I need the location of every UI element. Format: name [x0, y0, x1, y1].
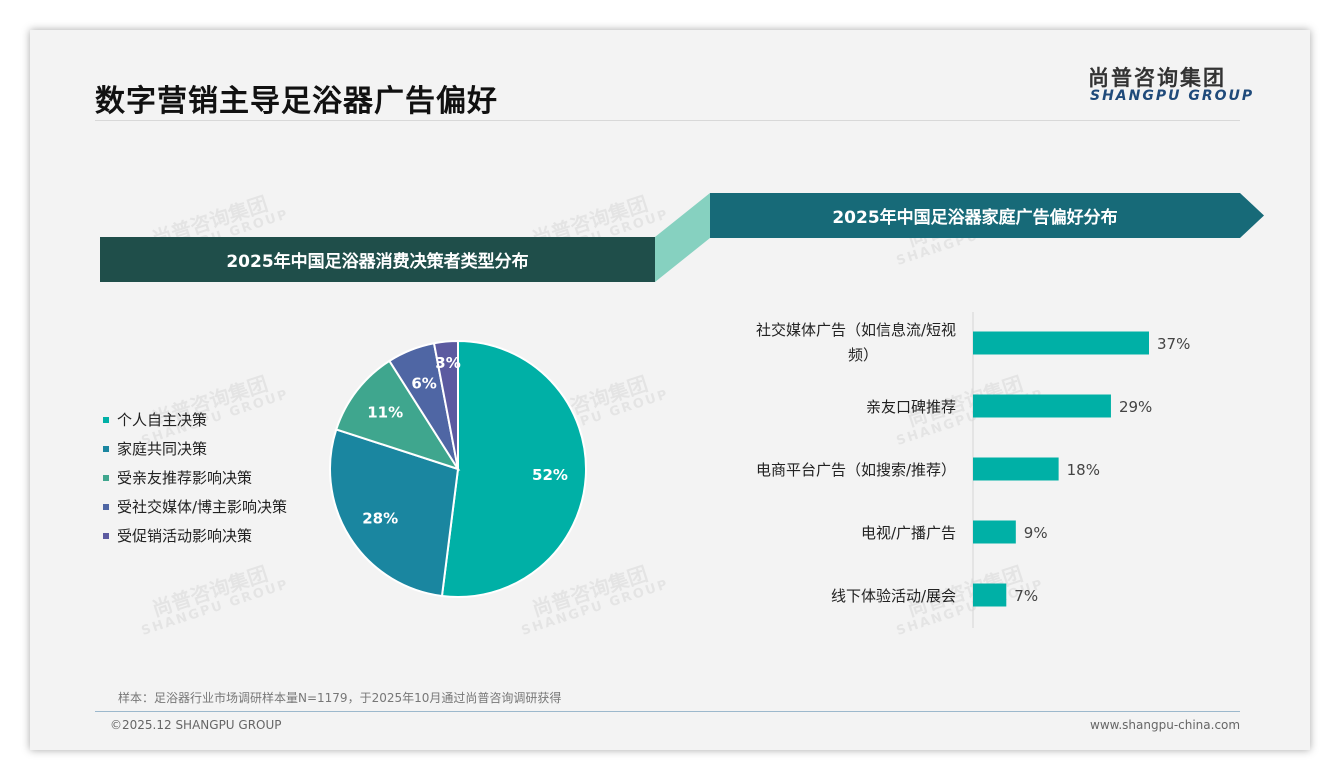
bar-data-label: 9% [1024, 524, 1048, 542]
banner-connector [655, 193, 1264, 282]
pie-data-label: 6% [411, 374, 436, 392]
bar-chart-title: 2025年中国足浴器家庭广告偏好分布 [710, 193, 1240, 238]
legend-item: 受亲友推荐影响决策 [103, 463, 287, 492]
bar-category-label: 电商平台广告（如搜索/推荐） [756, 461, 956, 479]
bar-category-label: 电视/广播广告 [861, 524, 956, 542]
label-line: 频） [848, 346, 878, 364]
bar-category-label: 社交媒体广告（如信息流/短视频） [756, 321, 956, 364]
slide: 数字营销主导足浴器广告偏好 尚普咨询集团 SHANGPU GROUP 尚普咨询集… [30, 30, 1310, 750]
pie-slice [335, 359, 461, 471]
bar [973, 394, 1111, 418]
pie-data-label: 52% [532, 466, 568, 484]
legend-swatch [103, 532, 109, 539]
legend-swatch [103, 503, 109, 510]
bar-data-label: 29% [1119, 398, 1152, 416]
bar-category-label: 线下体验活动/展会 [831, 587, 956, 605]
bar [973, 520, 1016, 544]
logo-cn: 尚普咨询集团 [1088, 66, 1226, 90]
title-divider [95, 120, 1240, 121]
legend-item: 受社交媒体/博主影响决策 [103, 492, 287, 521]
bar-data-label: 18% [1067, 461, 1100, 479]
pie-chart: 52% 28% 11% 6% 3% [329, 339, 587, 598]
pie-slice [329, 428, 460, 598]
logo-en: SHANGPU GROUP [1090, 88, 1255, 104]
pie-data-label: 28% [362, 509, 398, 527]
bar-data-label: 7% [1014, 587, 1038, 605]
bar-category-label: 亲友口碑推荐 [866, 398, 956, 416]
pie-data-label: 11% [367, 404, 403, 422]
bar-data-label: 37% [1157, 335, 1190, 353]
website-link[interactable]: www.shangpu-china.com [1090, 718, 1241, 732]
legend-swatch [103, 416, 109, 423]
sample-note: 样本：足浴器行业市场调研样本量N=1179，于2025年10月通过尚普咨询调研获… [118, 691, 562, 705]
pie-chart-title: 2025年中国足浴器消费决策者类型分布 [100, 237, 655, 282]
bar [973, 457, 1059, 481]
legend-item: 家庭共同决策 [103, 434, 287, 463]
legend-item: 个人自主决策 [103, 405, 287, 434]
legend-swatch [103, 474, 109, 481]
footer-divider [95, 711, 1240, 712]
page-title: 数字营销主导足浴器广告偏好 [95, 84, 498, 119]
copyright: ©2025.12 SHANGPU GROUP [110, 718, 282, 732]
pie-data-label: 3% [435, 354, 460, 372]
bar [973, 583, 1007, 607]
legend-swatch [103, 445, 109, 452]
pie-slice [440, 339, 587, 598]
bar-chart: 37% 社交媒体广告（如信息流/短视频） 29% 亲友口碑推荐 18% 电商平台广告（如搜… [756, 312, 1190, 628]
pie-slice [432, 339, 459, 470]
bar [973, 331, 1149, 355]
legend-item: 受促销活动影响决策 [103, 521, 287, 550]
label-line: 社交媒体广告（如信息流/短视 [756, 321, 956, 339]
pie-legend: 个人自主决策 家庭共同决策 受亲友推荐影响决策 受社交媒体/博主影响决策 受促销… [103, 405, 287, 550]
